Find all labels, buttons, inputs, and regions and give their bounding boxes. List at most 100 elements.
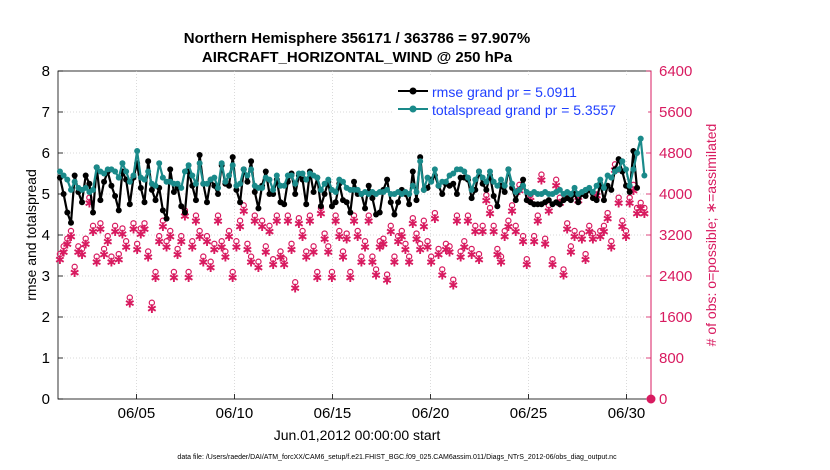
obs-assimilated-marker: ✱ [507,204,517,218]
obs-possible-marker [314,268,321,276]
obs-assimilated-marker: ✱ [59,245,69,259]
point-rmse [163,215,170,222]
point-rmse [600,197,607,204]
point-spread [406,191,413,197]
obs-assimilated-marker: ✱ [364,215,374,229]
obs-assimilated-marker: ✱ [562,222,572,236]
point-rmse [101,178,108,185]
obs-assimilated-marker: ✱ [595,230,605,244]
obs-possible-marker [236,217,244,224]
obs-possible-marker [497,253,505,260]
point-spread [597,176,604,183]
obs-possible-marker [608,238,615,245]
point-rmse [494,203,501,210]
obs-possible-marker [126,294,133,301]
obs-possible-marker [185,268,192,276]
point-spread [450,170,457,177]
y-left-tick-label: 7 [42,104,50,121]
point-rmse [233,186,240,193]
obs-assimilated-marker: ✱ [55,253,65,267]
obs-assimilated-marker: ✱ [62,238,72,252]
x-tick-label: 06/15 [314,405,352,422]
obs-possible-marker [622,227,630,235]
point-spread [240,166,247,173]
obs-assimilated-marker: ✱ [147,302,157,316]
point-spread [505,166,512,173]
obs-assimilated-marker: ✱ [404,256,414,270]
point-spread [119,160,126,167]
obs-possible-marker [214,212,222,219]
obs-assimilated-marker: ✱ [356,256,366,270]
point-spread [90,186,97,193]
y-left-tick-label: 6 [42,145,50,162]
obs-assimilated-marker: ✱ [239,204,249,218]
obs-assimilated-marker: ✱ [378,238,388,252]
point-rmse [439,191,446,197]
point-rmse [575,199,582,206]
obs-assimilated-marker: ✱ [309,245,319,259]
point-spread [64,176,71,183]
point-spread [641,172,648,179]
point-spread [141,176,148,183]
point-spread [226,172,233,179]
point-spread [431,166,438,173]
obs-possible-marker [266,222,273,230]
point-rmse [178,203,185,210]
point-spread [71,178,78,185]
point-spread [259,184,266,191]
point-spread [619,158,626,165]
point-spread [56,168,63,175]
point-spread [413,188,420,195]
obs-possible-marker [416,240,424,248]
y-right-tick-label: 4800 [659,145,692,162]
obs-possible-marker [174,245,181,253]
obs-possible-marker [435,245,442,253]
point-rmse [468,195,475,202]
obs-possible-marker [582,250,589,258]
obs-assimilated-marker: ✱ [301,251,311,265]
obs-possible-marker [380,235,387,242]
obs-possible-marker [641,204,648,212]
obs-possible-marker [336,227,343,235]
point-rmse [409,168,416,175]
point-rmse [229,154,236,161]
obs-possible-marker [196,227,203,235]
point-spread [487,168,494,175]
obs-assimilated-marker: ✱ [217,240,227,254]
obs-possible-marker [200,253,207,260]
point-spread [189,172,196,179]
obs-assimilated-marker: ✱ [198,256,208,270]
y-right-tick-label: 5600 [659,104,692,121]
obs-possible-marker [464,212,472,219]
obs-assimilated-marker: ✱ [503,220,513,234]
point-spread [215,184,222,191]
obs-possible-marker [472,222,479,230]
y-right-tick-label: 4000 [659,186,692,203]
obs-assimilated-marker: ✱ [95,222,105,236]
point-spread [192,180,199,187]
point-rmse [347,209,354,216]
obs-possible-marker [615,194,622,201]
obs-possible-marker [56,250,64,258]
obs-possible-marker [427,253,435,260]
point-rmse [90,209,97,216]
point-spread [222,178,229,185]
obs-assimilated-marker: ✱ [132,243,142,257]
point-spread [174,180,181,187]
obs-possible-marker [369,253,376,260]
point-spread [126,178,133,185]
obs-assimilated-marker: ✱ [496,256,506,270]
point-rmse [170,188,177,195]
obs-assimilated-marker: ✱ [581,253,591,267]
obs-possible-marker [104,232,111,240]
obs-assimilated-marker: ✱ [522,258,532,272]
obs-possible-marker [82,235,89,242]
point-spread [288,172,295,179]
point-spread [634,150,641,156]
obs-possible-marker [486,204,494,212]
obs-possible-marker [244,240,251,248]
obs-assimilated-marker: ✱ [408,217,418,231]
legend-spread-marker [409,105,417,113]
obs-assimilated-marker: ✱ [162,240,172,254]
obs-possible-marker [111,222,119,230]
